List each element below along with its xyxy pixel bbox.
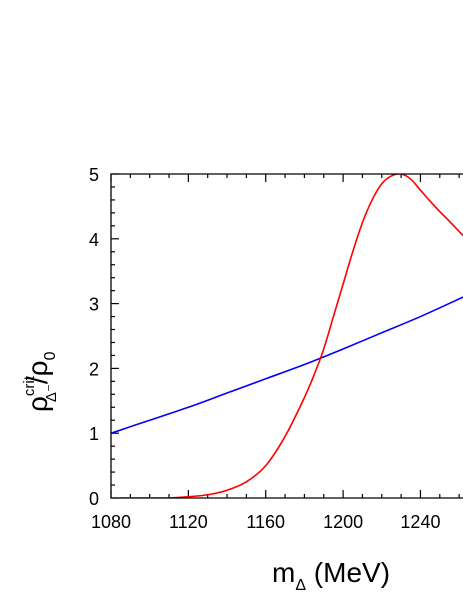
x-tick-label: 1120	[169, 512, 208, 532]
x-tick-label: 1240	[400, 512, 440, 532]
y-tick-label: 5	[89, 165, 99, 185]
y-axis-title-sup: crit	[21, 375, 38, 396]
y-tick-label: 2	[89, 359, 99, 379]
x-tick-label: 1200	[323, 512, 363, 532]
x-axis-title-rest: (MeV)	[306, 557, 390, 588]
plot-frame	[110, 173, 463, 499]
x-tick-label: 1160	[246, 512, 285, 532]
y-axis-title-sub: Δ⁻	[43, 384, 60, 402]
y-axis-title-sub0: 0	[42, 351, 59, 360]
y-axis-title-slash: /ρ	[22, 360, 53, 384]
y-tick-label: 0	[89, 489, 99, 509]
y-tick-label: 3	[89, 295, 99, 315]
x-axis-title-sub: Δ	[295, 577, 306, 594]
y-axis-title-rho: ρ	[22, 396, 53, 412]
axis-ticks	[110, 173, 460, 499]
y-tick-label: 1	[89, 424, 99, 444]
y-tick-label: 4	[89, 230, 99, 250]
x-tick-label: 1080	[91, 512, 131, 532]
series-layer	[111, 174, 463, 498]
x-axis-title: mΔ (MeV)	[272, 557, 390, 594]
series-line-red	[120, 174, 463, 498]
tick-labels: 1080 1120 1160 1200 1240 0 1 2 3 4 5	[89, 165, 440, 532]
x-axis-title-main: m	[272, 557, 295, 588]
y-axis-title: ρcrit Δ⁻/ρ0	[21, 351, 60, 412]
series-line-blue	[111, 296, 463, 434]
